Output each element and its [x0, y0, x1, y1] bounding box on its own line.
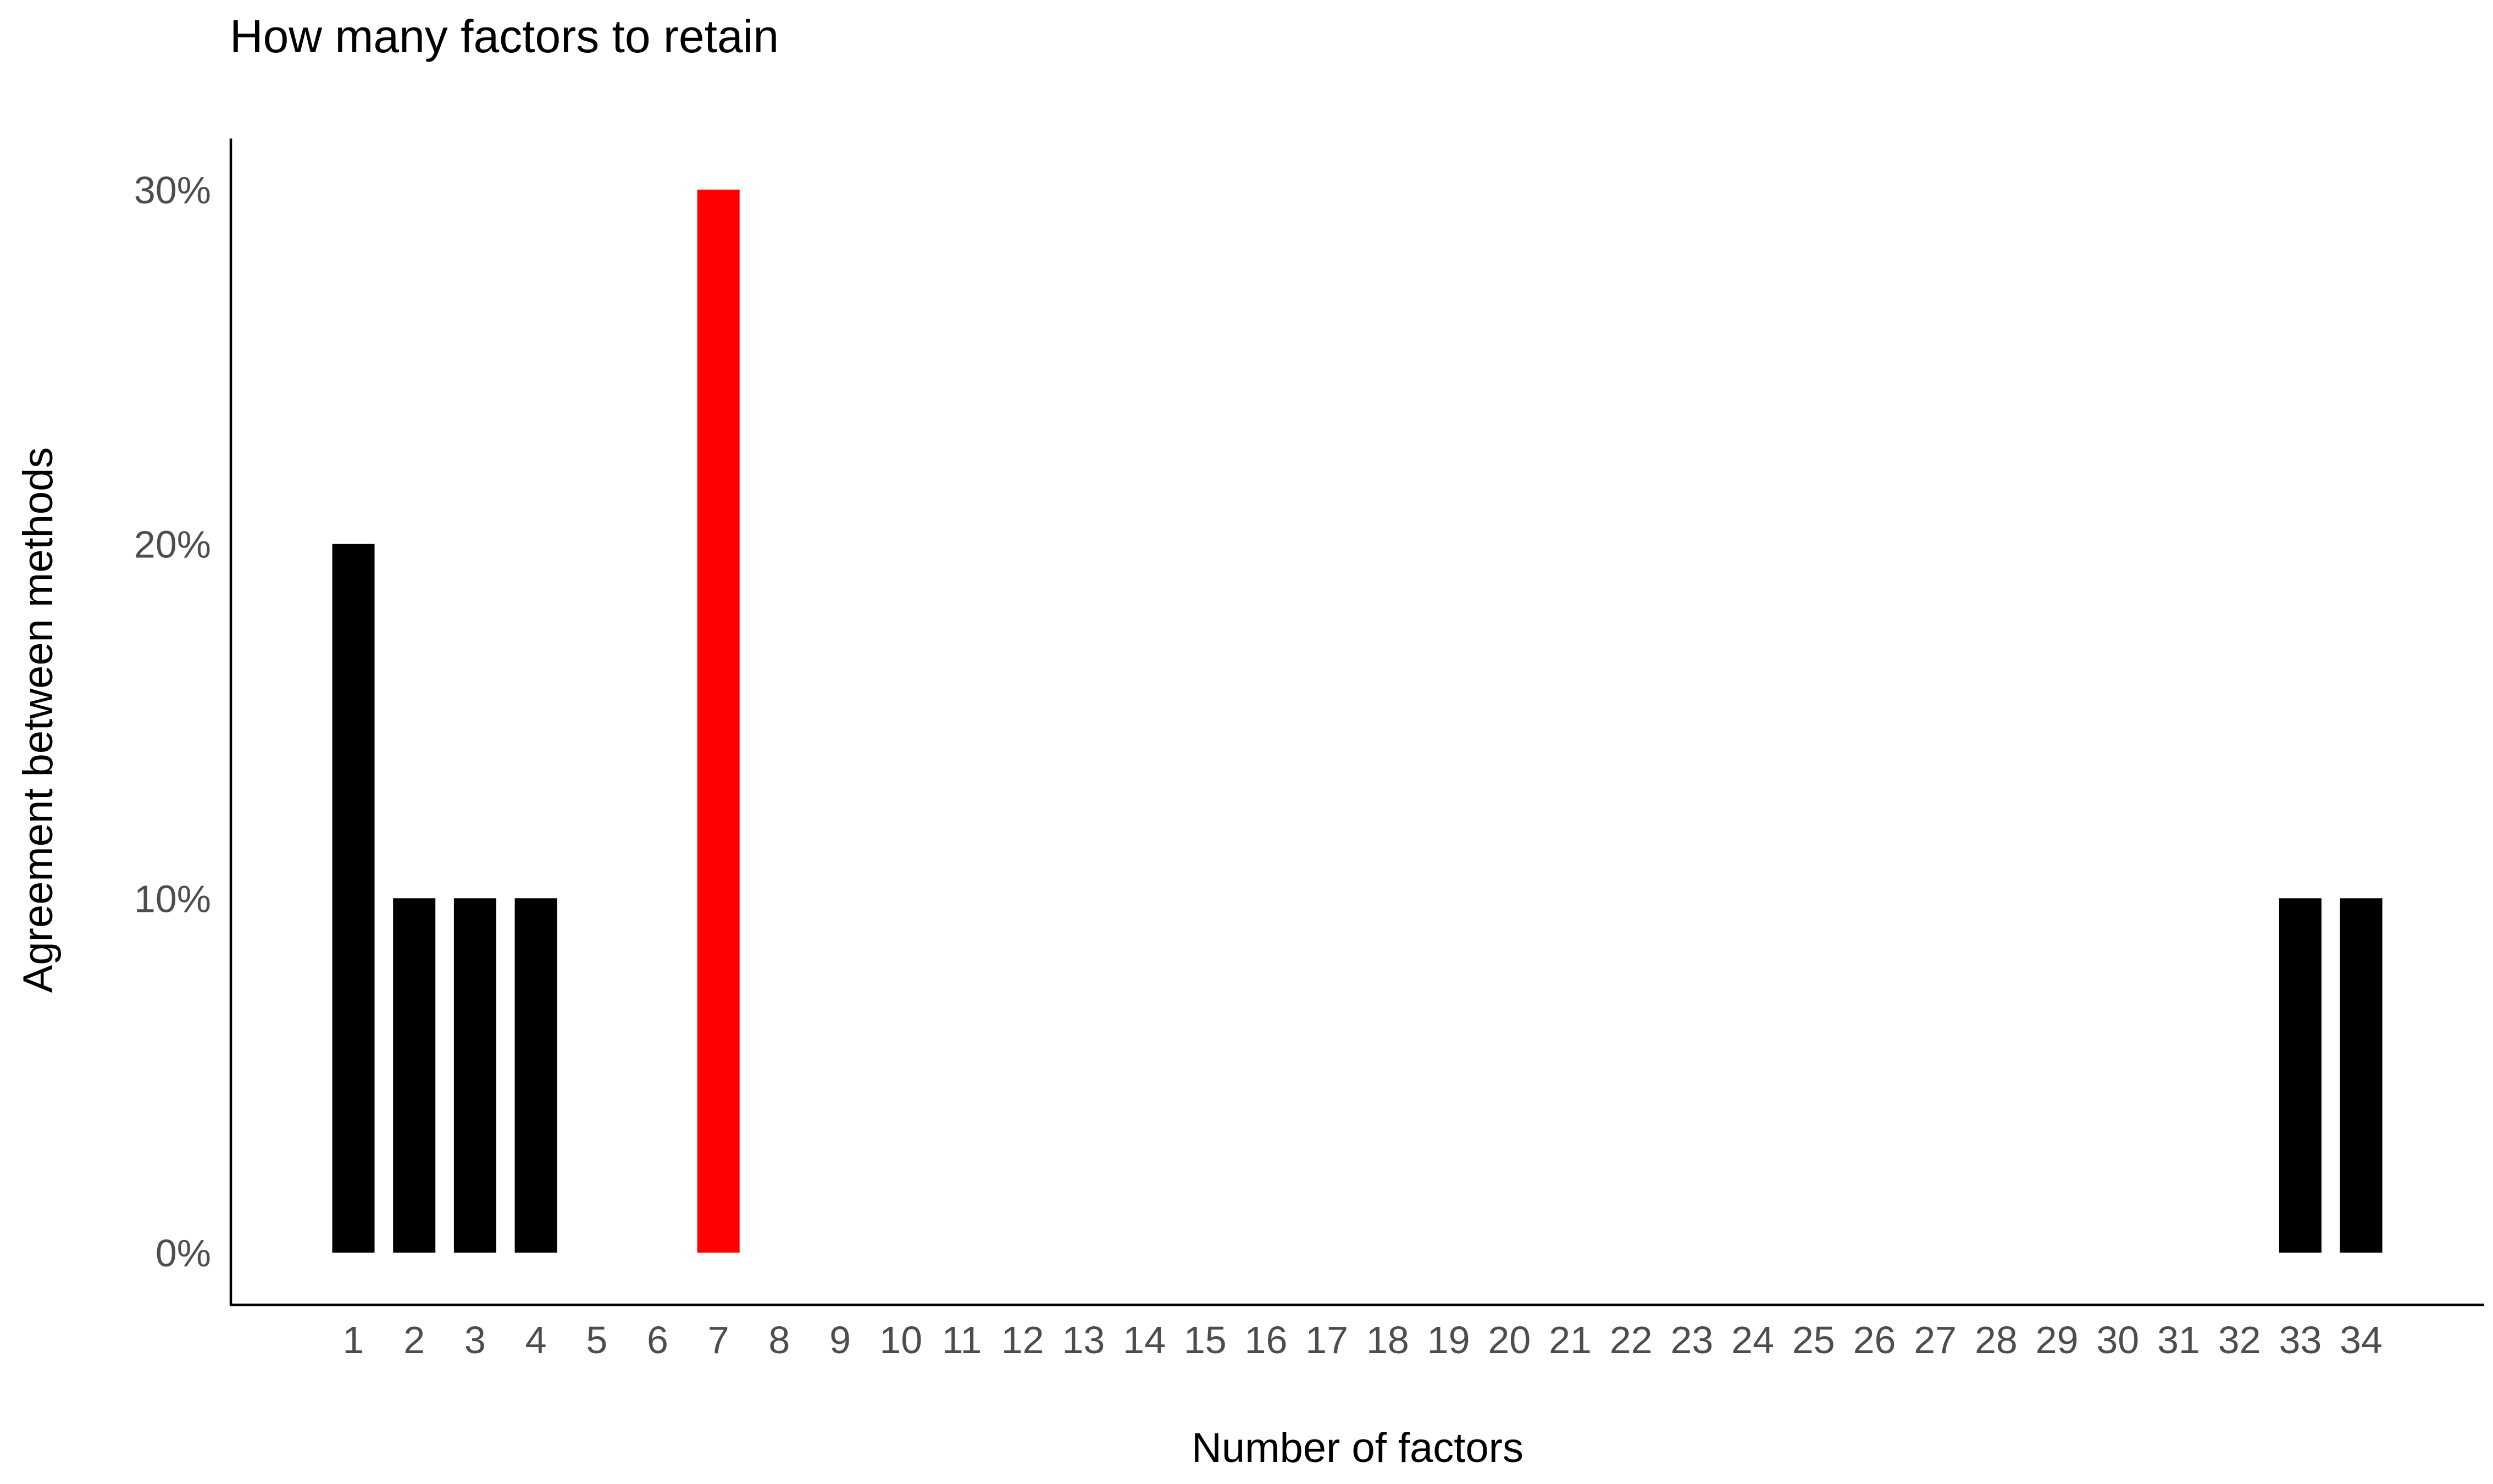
x-tick-3: 3	[464, 1319, 486, 1361]
x-tick-31: 31	[2157, 1319, 2200, 1361]
x-tick-30: 30	[2096, 1319, 2139, 1361]
bar-2	[393, 898, 436, 1253]
x-tick-13: 13	[1062, 1319, 1105, 1361]
x-tick-20: 20	[1488, 1319, 1531, 1361]
x-tick-11: 11	[942, 1319, 982, 1361]
x-tick-28: 28	[1975, 1319, 2018, 1361]
x-tick-19: 19	[1427, 1319, 1470, 1361]
bars-group	[332, 190, 2383, 1253]
bar-34	[2340, 898, 2383, 1253]
x-tick-14: 14	[1123, 1319, 1166, 1361]
x-tick-12: 12	[1001, 1319, 1044, 1361]
x-tick-23: 23	[1670, 1319, 1713, 1361]
x-tick-4: 4	[525, 1319, 547, 1361]
bar-1	[332, 544, 375, 1253]
x-axis-title: Number of factors	[1192, 1425, 1524, 1471]
x-tick-15: 15	[1184, 1319, 1227, 1361]
x-tick-18: 18	[1366, 1319, 1409, 1361]
x-tick-34: 34	[2340, 1319, 2383, 1361]
x-tick-26: 26	[1853, 1319, 1896, 1361]
x-tick-1: 1	[343, 1319, 364, 1361]
x-tick-22: 22	[1610, 1319, 1653, 1361]
y-tick-20pct: 20%	[134, 523, 211, 566]
x-tick-21: 21	[1549, 1319, 1592, 1361]
bar-7	[697, 190, 740, 1253]
x-tick-25: 25	[1792, 1319, 1835, 1361]
x-tick-24: 24	[1731, 1319, 1774, 1361]
bar-33	[2279, 898, 2322, 1253]
x-tick-9: 9	[829, 1319, 851, 1361]
y-tick-10pct: 10%	[134, 877, 211, 920]
x-tick-labels: 1 2 3 4 5 6 7 8 9 10 11 12 13 14 15 16 17 18 19 20 21 22 23 24 2…	[343, 1319, 2383, 1361]
bar-3	[453, 898, 496, 1253]
y-tick-30pct: 30%	[134, 169, 211, 212]
x-tick-29: 29	[2036, 1319, 2079, 1361]
x-tick-32: 32	[2218, 1319, 2261, 1361]
x-tick-10: 10	[879, 1319, 922, 1361]
x-tick-16: 16	[1245, 1319, 1288, 1361]
y-tick-labels: 0% 10% 20% 30%	[134, 169, 211, 1275]
x-tick-33: 33	[2279, 1319, 2322, 1361]
x-tick-8: 8	[768, 1319, 790, 1361]
y-axis-title: Agreement between methods	[15, 447, 62, 993]
x-tick-2: 2	[403, 1319, 425, 1361]
x-tick-17: 17	[1305, 1319, 1348, 1361]
y-tick-0pct: 0%	[156, 1232, 211, 1275]
x-tick-5: 5	[586, 1319, 607, 1361]
x-tick-27: 27	[1914, 1319, 1957, 1361]
bar-4	[514, 898, 557, 1253]
x-tick-7: 7	[708, 1319, 729, 1361]
x-tick-6: 6	[647, 1319, 668, 1361]
chart-title: How many factors to retain	[230, 10, 779, 62]
